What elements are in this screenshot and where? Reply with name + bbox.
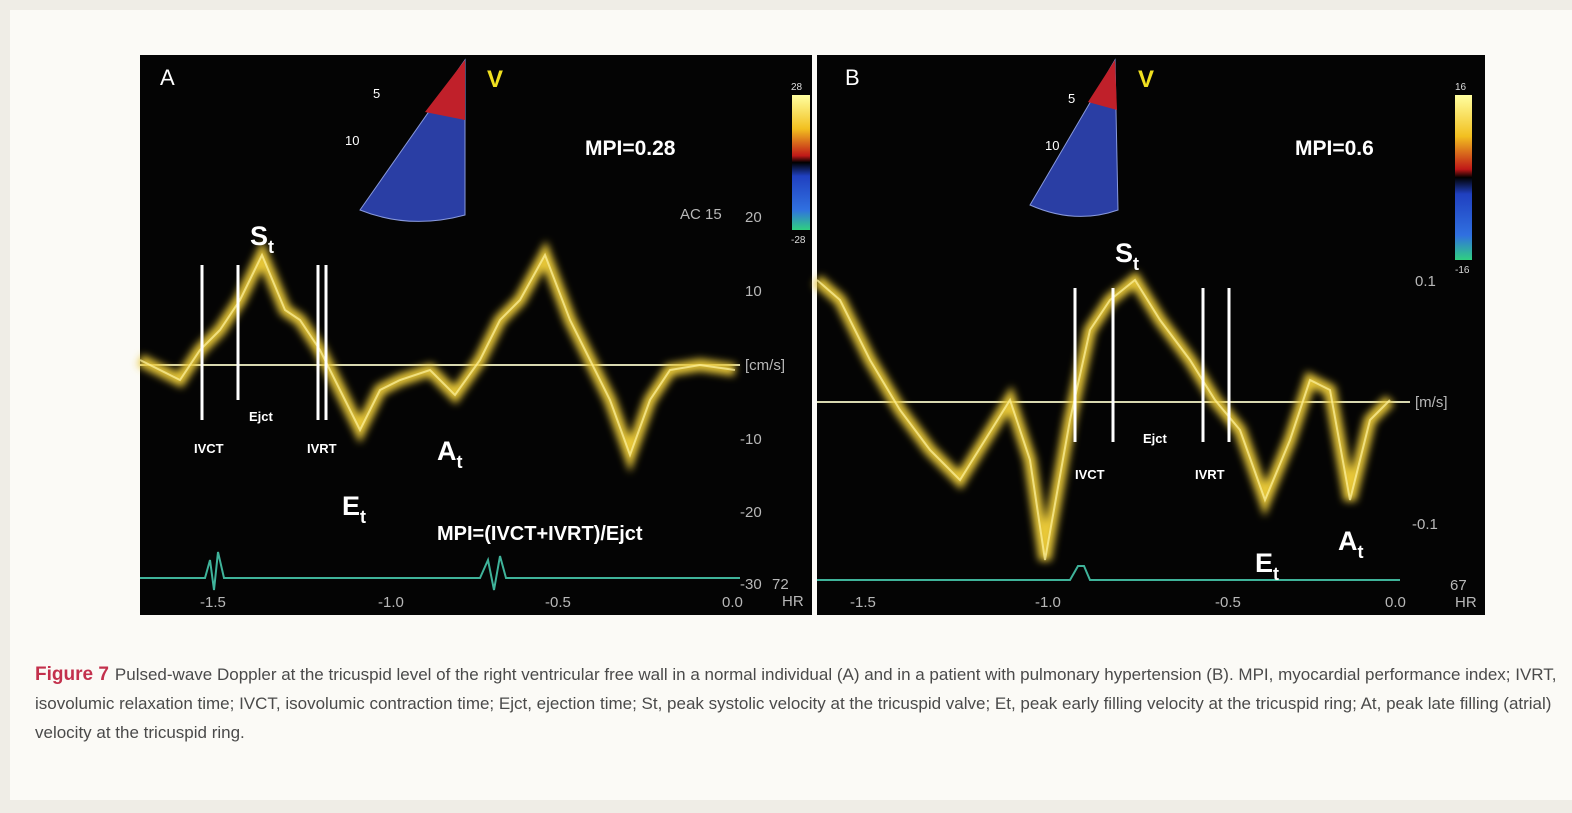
depth-label: 5	[1068, 91, 1075, 106]
colorbar-label: -16	[1455, 265, 1470, 276]
mpi-value: MPI=0.6	[1295, 137, 1374, 160]
axis-label: -1.5	[850, 594, 876, 611]
panel-label: A	[160, 65, 175, 90]
peak-main: S	[250, 221, 268, 251]
axis-label: -1.5	[200, 594, 226, 611]
peak-main: E	[342, 491, 360, 521]
view-label: V	[487, 66, 503, 93]
scale-note: AC 15	[680, 206, 722, 223]
peak-sub: t	[268, 237, 274, 257]
heart-rate-label: HR	[782, 593, 804, 610]
colorbar	[792, 95, 810, 230]
caption-text: Pulsed-wave Doppler at the tricuspid lev…	[35, 665, 1557, 742]
peak-sub: t	[1358, 542, 1364, 562]
interval-label: IVRT	[1195, 467, 1225, 482]
peak-main: S	[1115, 238, 1133, 268]
figure-sheet: A V MPI=0.28 5 10 28 -28 AC 15 20 10 [cm…	[10, 10, 1572, 800]
axis-label: -30	[740, 576, 762, 593]
peak-sub: t	[360, 507, 366, 527]
peak-sub: t	[457, 452, 463, 472]
axis-label: -1.0	[378, 594, 404, 611]
interval-label: Ejct	[249, 409, 274, 424]
heart-rate: 72	[772, 576, 789, 593]
panel-label: B	[845, 65, 860, 90]
axis-label: -0.5	[545, 594, 571, 611]
panel-b-image	[817, 55, 1485, 615]
colorbar-label: 16	[1455, 82, 1467, 93]
heart-rate: 67	[1450, 577, 1467, 594]
axis-label: 0.0	[722, 594, 743, 611]
peak-main: E	[1255, 548, 1273, 578]
peak-main: A	[437, 436, 457, 466]
axis-label: 10	[745, 283, 762, 300]
colorbar-label: 28	[791, 82, 803, 93]
caption-label: Figure 7	[35, 664, 109, 685]
depth-label: 10	[1045, 138, 1059, 153]
axis-label: 0.1	[1415, 273, 1436, 290]
interval-label: IVRT	[307, 441, 337, 456]
axis-label: [cm/s]	[745, 357, 785, 374]
peak-sub: t	[1273, 564, 1279, 584]
figure-image: A V MPI=0.28 5 10 28 -28 AC 15 20 10 [cm…	[10, 10, 1572, 650]
axis-label: -1.0	[1035, 594, 1061, 611]
interval-label: Ejct	[1143, 431, 1168, 446]
colorbar	[1455, 95, 1472, 260]
axis-label: 0.0	[1385, 594, 1406, 611]
interval-label: IVCT	[194, 441, 224, 456]
axis-label: -10	[740, 431, 762, 448]
peak-sub: t	[1133, 254, 1139, 274]
axis-label: -0.5	[1215, 594, 1241, 611]
view-label: V	[1138, 66, 1154, 93]
depth-label: 10	[345, 133, 359, 148]
heart-rate-label: HR	[1455, 594, 1477, 611]
interval-label: IVCT	[1075, 467, 1105, 482]
axis-label: [m/s]	[1415, 394, 1448, 411]
page: A V MPI=0.28 5 10 28 -28 AC 15 20 10 [cm…	[0, 0, 1572, 813]
peak-main: A	[1338, 526, 1358, 556]
axis-label: 20	[745, 209, 762, 226]
mpi-formula: MPI=(IVCT+IVRT)/Ejct	[437, 523, 643, 545]
axis-label: -20	[740, 504, 762, 521]
mpi-value: MPI=0.28	[585, 137, 676, 160]
depth-label: 5	[373, 86, 380, 101]
colorbar-label: -28	[791, 235, 806, 246]
axis-label: -0.1	[1412, 516, 1438, 533]
